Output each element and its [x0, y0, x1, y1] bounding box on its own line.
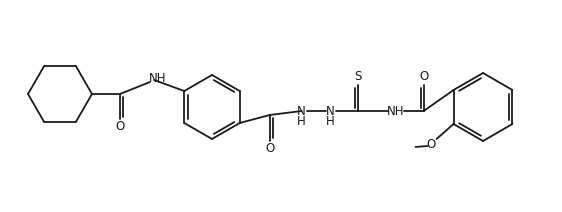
Text: NH: NH — [149, 71, 167, 85]
Text: H: H — [327, 114, 335, 127]
Text: NH: NH — [387, 105, 405, 117]
Text: O: O — [419, 71, 428, 84]
Text: H: H — [297, 114, 306, 127]
Text: O: O — [115, 120, 125, 134]
Text: O: O — [265, 142, 274, 155]
Text: N: N — [327, 105, 335, 117]
Text: S: S — [354, 71, 361, 84]
Text: O: O — [426, 138, 435, 152]
Text: N: N — [297, 105, 306, 117]
